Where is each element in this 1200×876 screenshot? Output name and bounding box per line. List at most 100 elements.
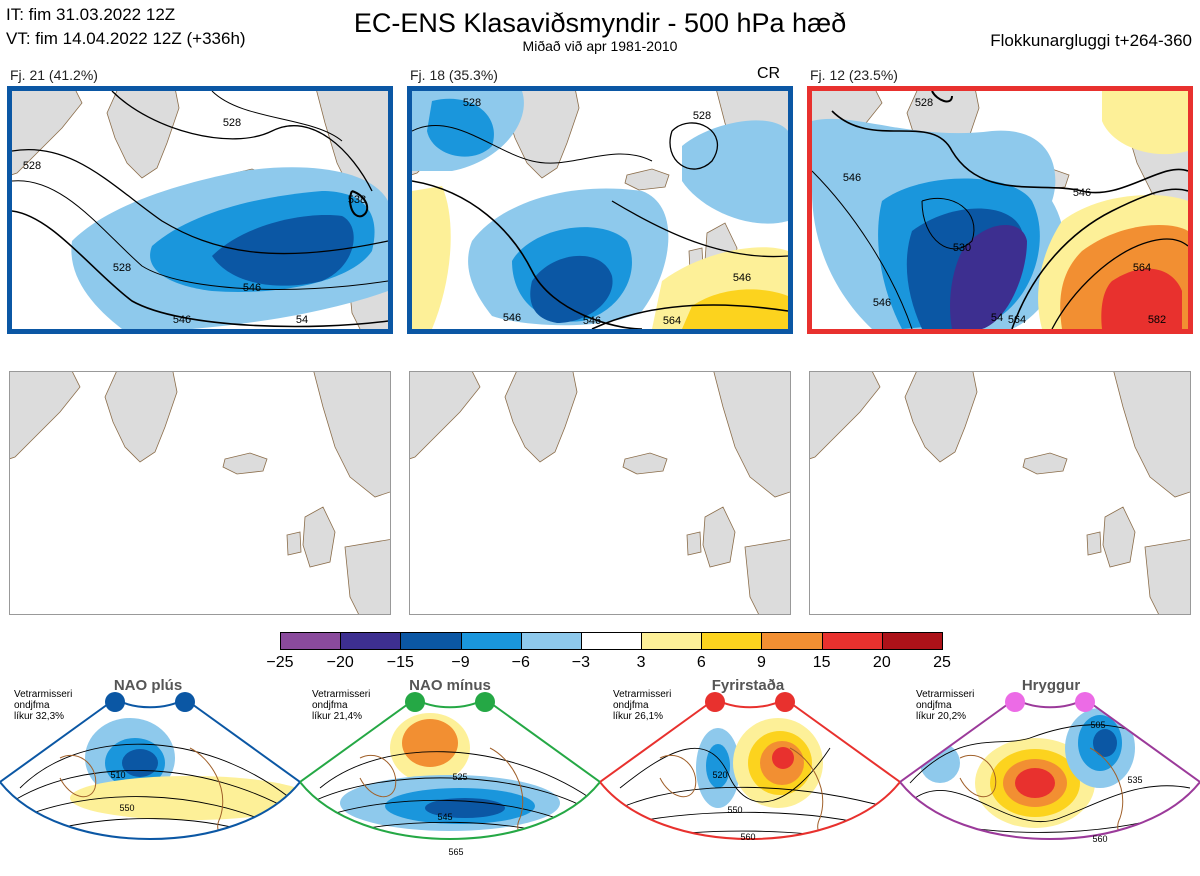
regime-anomaly [402, 719, 458, 767]
regime-contour [9, 770, 296, 814]
regime-contour-label: 510 [110, 770, 125, 780]
height-contour [931, 91, 953, 103]
colorbar-tick-label: −20 [326, 654, 354, 671]
regime-contour-label: 565 [448, 847, 463, 857]
height-contour [831, 110, 1188, 194]
contour-label: 538 [348, 194, 366, 206]
canada-land [10, 372, 81, 460]
contour-label: 54 [296, 314, 308, 326]
regime-contour-label: 505 [1090, 720, 1105, 730]
regime-coastline [59, 754, 97, 798]
regime-contour [619, 786, 891, 809]
regime-contour [19, 796, 281, 829]
height-contour [412, 125, 653, 164]
cluster-label-1: Fj. 21 (41.2%) [10, 67, 98, 83]
colorbar-cell [641, 632, 703, 650]
anomaly-light-yellow [1102, 91, 1188, 155]
anomaly-dark-blue [212, 215, 354, 286]
regime-frame [298, 697, 602, 840]
contour-label: 546 [733, 272, 751, 284]
regime-name-nao-minus: NAO mínus [409, 677, 491, 694]
regime-marker-dot [475, 692, 495, 712]
regime-anomaly [706, 744, 730, 788]
greenland-land [104, 372, 178, 463]
colorbar-tick-label: −9 [451, 654, 470, 671]
contour-label: 546 [583, 315, 601, 327]
regime-map-blocking: 520 550 560 [598, 688, 902, 871]
height-contour [812, 170, 913, 329]
colorbar-tick-label: 6 [696, 654, 706, 671]
page-subtitle: Miðað við apr 1981-2010 [522, 38, 678, 54]
colorbar-tick-label: 3 [636, 654, 646, 671]
europe-land [1144, 539, 1190, 614]
ireland-land [686, 531, 702, 556]
anomaly-light-blue [682, 120, 788, 224]
cluster-map-2: 528 528 546 546 564 546 [407, 86, 793, 334]
canada-land [12, 91, 83, 176]
colorbar-cell [761, 632, 823, 650]
regime-anomaly [772, 747, 794, 769]
height-contour [12, 149, 388, 255]
anomaly-yellow [682, 289, 788, 329]
regime-contour-label: 560 [740, 832, 755, 842]
greenland-land [904, 372, 978, 463]
ireland-land [286, 531, 302, 556]
contour-label: 564 [1133, 262, 1151, 274]
contour-label: 564 [663, 315, 681, 327]
colorbar-tick-label: −3 [571, 654, 591, 671]
regime-contour [19, 743, 291, 799]
regime-contour-label: 560 [1092, 834, 1107, 844]
contour-label: 546 [873, 297, 891, 309]
ireland-land [1086, 531, 1102, 556]
height-contour [111, 91, 373, 192]
colorbar [280, 632, 943, 650]
regime-contour [909, 724, 1151, 784]
contour-label: 546 [1073, 187, 1091, 199]
regime-info-ridge: Vetrarmisseri ondjfma líkur 20,2% [916, 689, 975, 722]
colorbar-tick-label: −15 [386, 654, 414, 671]
regime-frame [598, 697, 902, 840]
regime-name-blocking: Fyrirstaða [711, 677, 785, 694]
colorbar-tick-label: −25 [266, 654, 294, 671]
colorbar-tick-label: 15 [812, 654, 831, 671]
colorbar-cell [821, 632, 883, 650]
valid-time: VT: fim 14.04.2022 12Z (+336h) [6, 29, 246, 48]
regime-info-blocking: Vetrarmisseri ondjfma líkur 26,1% [613, 689, 672, 722]
greenland-land [106, 91, 180, 179]
regime-contour [319, 751, 591, 799]
regime-anomaly [1093, 729, 1117, 757]
height-contour [921, 197, 975, 250]
regime-coastline [359, 754, 397, 798]
colorbar-tick-label: 9 [757, 654, 766, 671]
british-isles-land [1102, 506, 1136, 568]
regime-contour [319, 799, 581, 829]
regime-anomaly [1010, 852, 1050, 864]
empty-map-2 [409, 371, 791, 615]
colorbar-tick-label: −6 [511, 654, 530, 671]
colorbar-cell [460, 632, 522, 650]
regime-coastline [959, 754, 997, 798]
cluster-label-2: Fj. 18 (35.3%) [410, 67, 498, 83]
regime-coastline [659, 754, 697, 798]
regime-marker-dot [105, 692, 125, 712]
contour-label: 530 [953, 242, 971, 254]
anomaly-dark-blue [530, 255, 613, 323]
contour-label: 528 [23, 160, 41, 172]
greenland-land [504, 372, 578, 463]
height-contour [12, 210, 388, 328]
regime-marker-dot [405, 692, 425, 712]
height-contour [12, 180, 388, 290]
contour-label: 564 [1008, 314, 1026, 326]
contour-label: 528 [693, 110, 711, 122]
contour-label: 546 [503, 312, 521, 324]
scandinavia-land [713, 372, 790, 498]
regime-contour [619, 747, 831, 803]
anomaly-red [1101, 268, 1182, 329]
cluster-map-3: 528 546 530 546 564 546 54 564 582 [807, 86, 1193, 334]
regime-contour-label: 545 [437, 812, 452, 822]
regime-marker-dot [775, 692, 795, 712]
colorbar-cell [280, 632, 342, 650]
iceland-land [1022, 452, 1068, 475]
regime-contour-label: 520 [712, 770, 727, 780]
regime-marker-dot [705, 692, 725, 712]
